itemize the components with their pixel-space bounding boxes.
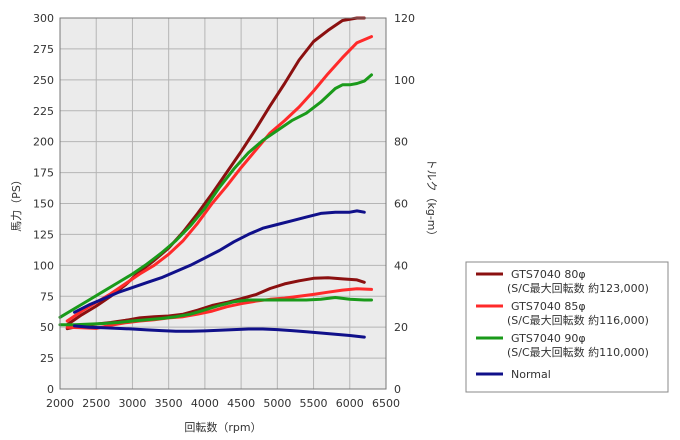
y-left-tick-label: 150 [33, 198, 54, 211]
legend-box [465, 261, 669, 393]
y-right-axis-label: トルク（kg-m） [425, 158, 438, 241]
x-tick-label: 2500 [82, 397, 110, 410]
x-axis-label: 回転数（rpm） [184, 421, 261, 434]
plot-border [59, 17, 387, 390]
legend-label: (S/C最大回転数 約123,000) [507, 281, 649, 295]
series-line-torque [58, 296, 373, 327]
y-left-tick-label: 275 [33, 43, 54, 56]
y-right-tick-label: 100 [394, 74, 415, 87]
x-tick-label: 3000 [118, 397, 146, 410]
x-tick-label: 6500 [372, 397, 400, 410]
y-left-tick-label: 25 [40, 352, 54, 365]
series-line-power [73, 209, 366, 314]
y-left-tick-label: 0 [47, 383, 54, 396]
y-left-tick-label: 250 [33, 74, 54, 87]
y-left-tick-label: 125 [33, 228, 54, 241]
series-line-power [65, 16, 366, 327]
y-right-tick-label: 40 [394, 259, 408, 272]
legend-label: GTS7040 80φ [511, 268, 586, 281]
y-right-tick-labels: 0 20 40 60 80 100 120 [394, 12, 415, 396]
y-right-tick-label: 0 [394, 383, 401, 396]
y-left-tick-label: 300 [33, 12, 54, 25]
legend-label: GTS7040 90φ [511, 332, 586, 345]
series-line-torque [73, 324, 366, 339]
y-right-tick-label: 80 [394, 136, 408, 149]
legend-label: Normal [511, 368, 551, 381]
series-line-torque [65, 287, 373, 330]
x-tick-label: 2000 [46, 397, 74, 410]
y-right-tick-label: 20 [394, 321, 408, 334]
series-line-power [58, 73, 373, 319]
y-left-tick-labels: 0 25 50 75 100 125 150 175 200 225 250 275 300 [33, 12, 54, 396]
series-lines [58, 16, 373, 339]
legend-label: (S/C最大回転数 約110,000) [507, 345, 649, 359]
legend: GTS7040 80φ(S/C最大回転数 約123,000) GTS7040 85… [465, 261, 669, 393]
y-left-axis-label: 馬力（PS） [10, 174, 23, 232]
y-left-tick-label: 50 [40, 321, 54, 334]
y-right-tick-label: 120 [394, 12, 415, 25]
series-line-power [65, 35, 373, 323]
y-left-tick-label: 175 [33, 167, 54, 180]
legend-label: GTS7040 85φ [511, 300, 586, 313]
x-tick-labels: 2000 2500 3000 3500 4000 4500 5000 5500 6000 6500 [46, 397, 400, 410]
y-left-tick-label: 75 [40, 290, 54, 303]
x-tick-label: 5500 [300, 397, 328, 410]
y-left-tick-label: 100 [33, 259, 54, 272]
x-tick-label: 4000 [191, 397, 219, 410]
x-tick-label: 4500 [227, 397, 255, 410]
y-right-tick-label: 60 [394, 198, 408, 211]
x-tick-label: 5000 [263, 397, 291, 410]
y-left-tick-label: 225 [33, 105, 54, 118]
x-tick-label: 3500 [155, 397, 183, 410]
legend-label: (S/C最大回転数 約116,000) [507, 313, 649, 327]
x-tick-label: 6000 [336, 397, 364, 410]
y-left-tick-label: 200 [33, 136, 54, 149]
